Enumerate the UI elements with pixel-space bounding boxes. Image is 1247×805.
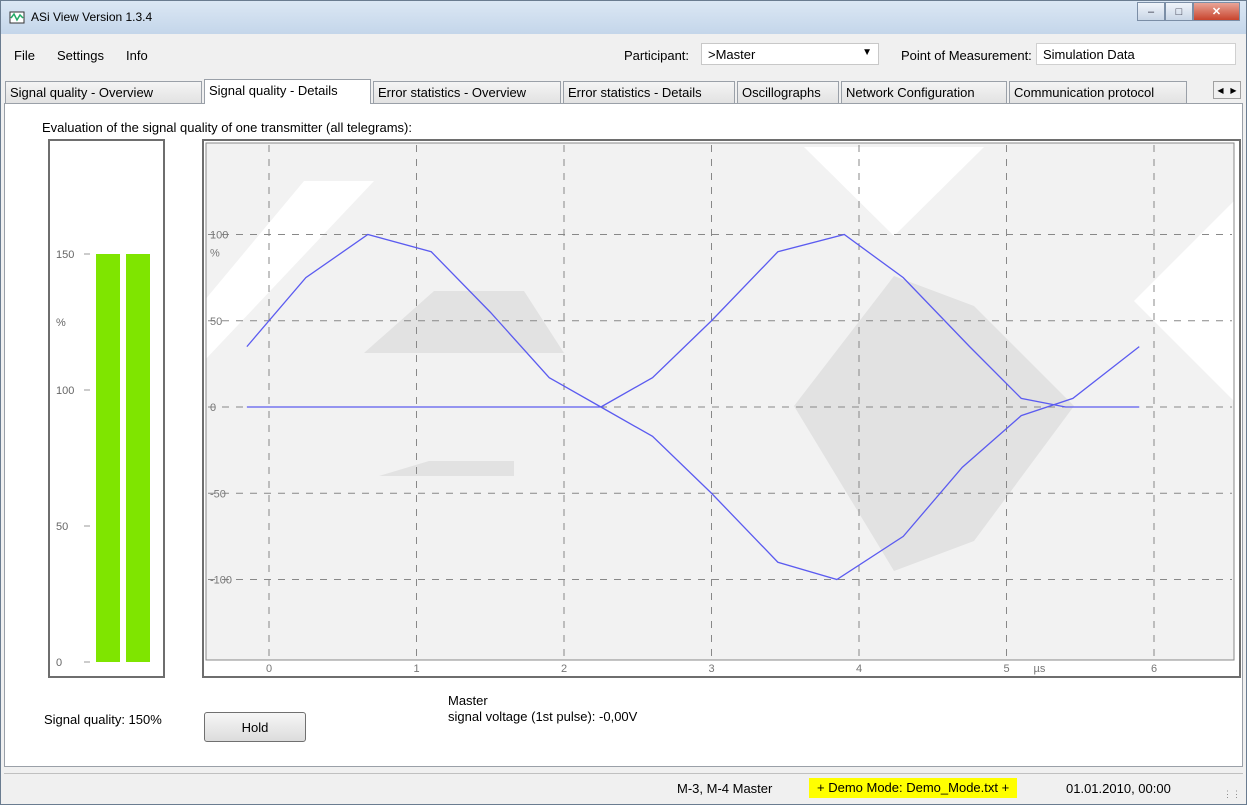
chevron-down-icon[interactable]: ▼ xyxy=(862,47,872,58)
x-tick-label: 1 xyxy=(414,663,420,675)
eye-mask-shape xyxy=(379,461,514,476)
tab-error-statistics-details[interactable]: Error statistics - Details xyxy=(563,81,735,103)
tab-network-configuration[interactable]: Network Configuration xyxy=(841,81,1007,103)
signal-trace-line xyxy=(246,233,602,408)
x-tick-label: 3 xyxy=(709,663,715,675)
point-of-measurement-label: Point of Measurement: xyxy=(901,48,1032,63)
resize-grip-icon[interactable]: ⋮⋮ xyxy=(1223,789,1241,799)
menu-settings[interactable]: Settings xyxy=(57,48,104,63)
tab-error-statistics-overview[interactable]: Error statistics - Overview xyxy=(373,81,561,103)
plot-frame xyxy=(205,142,1235,661)
demo-mode-badge: + Demo Mode: Demo_Mode.txt + xyxy=(809,778,1018,798)
chevron-left-icon[interactable]: ◀ xyxy=(1217,85,1224,95)
menu-bar: File Settings Info Participant: >Master … xyxy=(1,43,1246,69)
close-icon[interactable]: ✕ xyxy=(1193,2,1240,21)
menu-info[interactable]: Info xyxy=(126,48,148,63)
y-tick-label: -100 xyxy=(210,575,232,587)
menu-file[interactable]: File xyxy=(14,48,35,63)
eye-mask-shape xyxy=(1134,201,1234,401)
status-participant: M-3, M-4 Master xyxy=(677,781,773,796)
tab-signal-quality-details[interactable]: Signal quality - Details xyxy=(204,79,371,104)
master-label: Master xyxy=(448,693,488,708)
title-bar[interactable]: ASi View Version 1.3.4 – □ ✕ xyxy=(1,1,1246,34)
x-tick-label: 5 xyxy=(1004,663,1010,675)
eye-mask-shape xyxy=(204,181,374,361)
y-tick-label: 100 xyxy=(210,230,228,242)
signal-eye-chart-panel: 100% 50 0 -50 -100 0 1 2 3 4 5 µs 6 xyxy=(202,139,1241,678)
y-tick-label: % xyxy=(210,248,220,260)
point-of-measurement-field: Simulation Data xyxy=(1036,43,1236,65)
bar-axis-label: 100 xyxy=(56,385,74,397)
x-tick-label: 4 xyxy=(856,663,862,675)
eye-mask-shape xyxy=(794,276,1074,571)
point-of-measurement-value: Simulation Data xyxy=(1043,47,1135,62)
signal-quality-bar xyxy=(96,254,120,662)
hold-button[interactable]: Hold xyxy=(204,712,306,742)
app-logo-icon xyxy=(9,11,25,24)
tab-oscillographs[interactable]: Oscillographs xyxy=(737,81,839,103)
x-tick-label: 2 xyxy=(561,663,567,675)
page-heading: Evaluation of the signal quality of one … xyxy=(42,120,412,135)
tab-strip: Signal quality - Overview Signal quality… xyxy=(1,79,1246,104)
y-tick-label: -50 xyxy=(210,488,226,500)
chevron-right-icon[interactable]: ▶ xyxy=(1230,85,1237,95)
signal-quality-text: Signal quality: 150% xyxy=(44,712,162,727)
window-title: ASi View Version 1.3.4 xyxy=(31,10,153,24)
maximize-icon[interactable]: □ xyxy=(1165,2,1193,21)
tab-scroll-buttons[interactable]: ◀ ▶ xyxy=(1213,81,1241,99)
bar-axis-label: 50 xyxy=(56,521,68,533)
minimize-icon[interactable]: – xyxy=(1137,2,1165,21)
y-tick-label: 0 xyxy=(210,402,216,414)
bar-axis-label: 0 xyxy=(56,657,62,669)
bar-axis-label: 150 xyxy=(56,249,74,261)
participant-label: Participant: xyxy=(624,48,690,63)
x-tick-label: µs xyxy=(1034,663,1046,675)
bar-axis-label: % xyxy=(56,317,66,329)
eye-mask-shape xyxy=(804,147,984,236)
participant-value: >Master xyxy=(708,47,756,62)
x-tick-label: 6 xyxy=(1151,663,1157,675)
signal-voltage-text: signal voltage (1st pulse): -0,00V xyxy=(448,709,638,724)
signal-trace-line xyxy=(600,233,1066,408)
signal-eye-chart: 100% 50 0 -50 -100 0 1 2 3 4 5 µs 6 xyxy=(204,142,1235,675)
plot-background xyxy=(206,143,1234,660)
participant-dropdown[interactable]: >Master ▼ xyxy=(701,43,879,65)
x-tick-label: 0 xyxy=(266,663,272,675)
tab-signal-quality-overview[interactable]: Signal quality - Overview xyxy=(5,81,202,103)
signal-quality-bar-chart: 150% 100 50 0 xyxy=(56,249,150,669)
signal-quality-bar xyxy=(126,254,150,662)
window-controls: – □ ✕ xyxy=(1137,2,1240,21)
y-tick-label: 50 xyxy=(210,316,222,328)
status-datetime: 01.01.2010, 00:00 xyxy=(1066,781,1171,796)
status-bar: M-3, M-4 Master + Demo Mode: Demo_Mode.t… xyxy=(4,773,1243,802)
signal-trace-line xyxy=(600,346,1140,581)
eye-mask-shape xyxy=(364,291,564,353)
signal-quality-bar-panel: 150% 100 50 0 xyxy=(48,139,165,678)
tab-communication-protocol[interactable]: Communication protocol xyxy=(1009,81,1187,103)
